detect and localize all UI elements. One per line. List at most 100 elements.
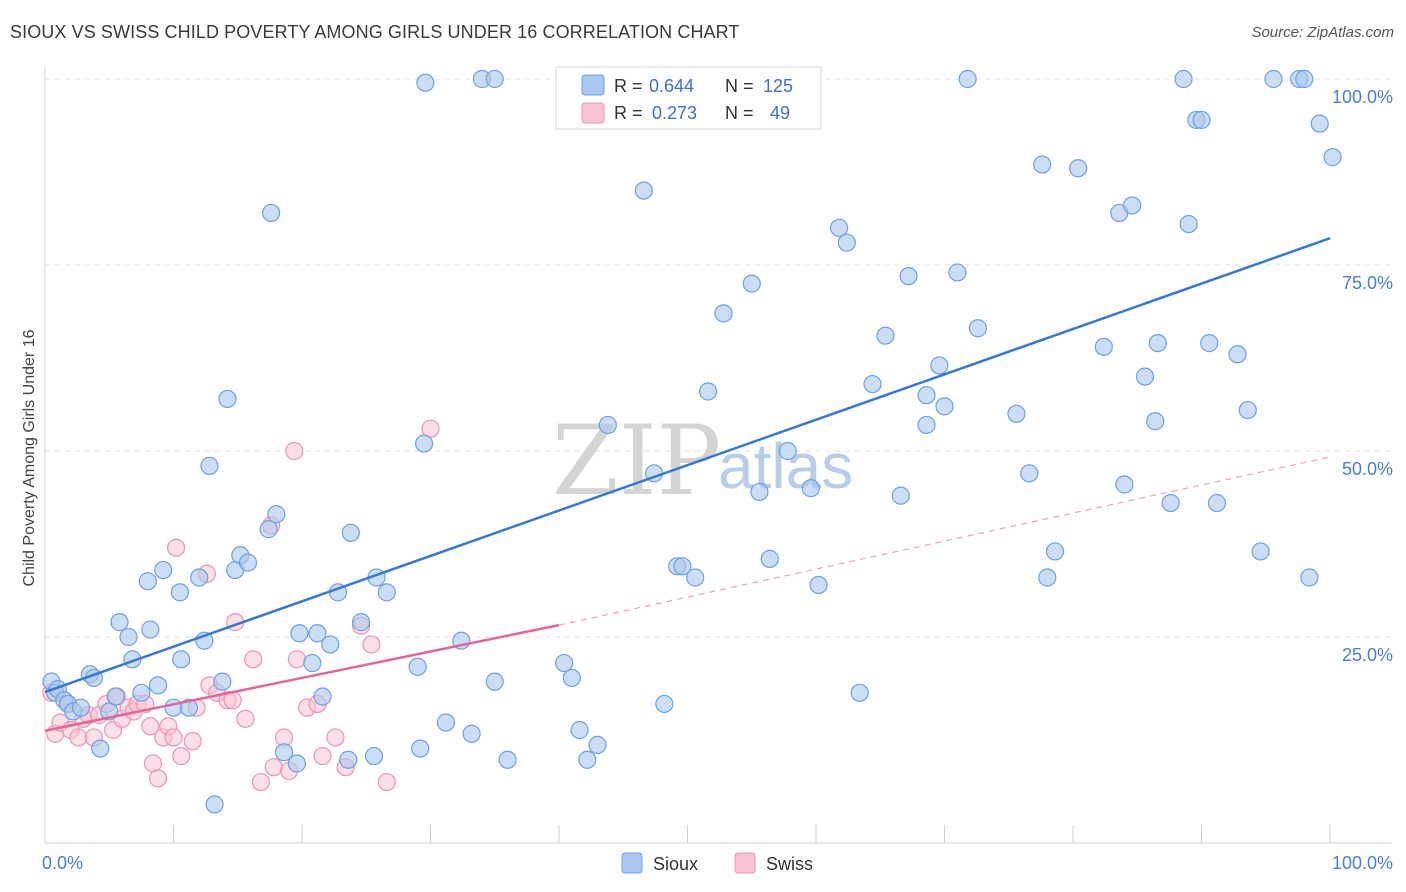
sioux-point-19 bbox=[154, 560, 173, 580]
swiss-point-18 bbox=[141, 717, 160, 736]
bottom-legend-swatch-sioux bbox=[621, 852, 643, 874]
swiss-point-36 bbox=[251, 772, 270, 792]
sioux-point-83 bbox=[830, 218, 849, 237]
sioux-point-44 bbox=[339, 750, 358, 769]
sioux-point-39 bbox=[303, 653, 322, 673]
sioux-point-107 bbox=[1135, 367, 1155, 386]
sioux-point-12 bbox=[110, 613, 129, 632]
sioux-point-68 bbox=[634, 181, 653, 200]
sioux-point-45 bbox=[341, 523, 360, 542]
sioux-point-109 bbox=[1148, 334, 1167, 353]
sioux-point-86 bbox=[863, 374, 882, 394]
sioux-point-73 bbox=[686, 568, 705, 587]
swiss-point-42 bbox=[287, 650, 306, 669]
sioux-point-53 bbox=[416, 73, 435, 92]
legend-n-label-swiss: N = bbox=[725, 103, 754, 123]
sioux-point-34 bbox=[262, 203, 281, 223]
sioux-point-16 bbox=[138, 572, 157, 591]
sioux-point-92 bbox=[930, 356, 949, 375]
sioux-point-54 bbox=[436, 713, 456, 732]
bottom-legend-swatch-swiss bbox=[734, 852, 756, 874]
swiss-point-41 bbox=[285, 441, 304, 461]
sioux-point-79 bbox=[760, 549, 779, 568]
swiss-trend-line bbox=[44, 623, 560, 732]
sioux-point-26 bbox=[200, 456, 219, 475]
swiss-point-46 bbox=[326, 728, 345, 747]
sioux-point-85 bbox=[850, 683, 869, 702]
legend-n-label-sioux: N = bbox=[725, 76, 754, 96]
sioux-point-115 bbox=[1200, 334, 1219, 353]
sioux-point-13 bbox=[119, 627, 138, 647]
legend-r-label-sioux: R = bbox=[614, 76, 643, 96]
sioux-point-72 bbox=[673, 557, 692, 576]
sioux-point-77 bbox=[742, 274, 761, 293]
sioux-trend-line bbox=[44, 237, 1331, 694]
sioux-point-93 bbox=[935, 397, 954, 416]
sioux-point-52 bbox=[414, 434, 434, 453]
sioux-point-33 bbox=[259, 520, 278, 539]
sioux-point-101 bbox=[1045, 542, 1065, 561]
sioux-point-108 bbox=[1146, 412, 1165, 431]
sioux-point-37 bbox=[287, 754, 306, 773]
sioux-point-111 bbox=[1174, 69, 1193, 89]
sioux-point-62 bbox=[562, 668, 581, 688]
sioux-point-15 bbox=[132, 683, 151, 702]
sioux-point-100 bbox=[1038, 568, 1057, 587]
legend-r-value-swiss: 0.273 bbox=[652, 103, 697, 123]
sioux-point-21 bbox=[170, 583, 190, 602]
sioux-point-29 bbox=[218, 389, 237, 409]
sioux-point-82 bbox=[809, 575, 828, 595]
sioux-point-74 bbox=[698, 382, 718, 401]
sioux-point-94 bbox=[948, 263, 967, 282]
sioux-point-67 bbox=[598, 415, 617, 435]
sioux-point-24 bbox=[190, 568, 209, 587]
sioux-point-80 bbox=[778, 441, 797, 461]
sioux-point-125 bbox=[1323, 148, 1342, 167]
swiss-points bbox=[42, 419, 440, 792]
sioux-point-95 bbox=[958, 69, 977, 89]
swiss-point-35 bbox=[244, 650, 263, 669]
watermark-atlas: atlas bbox=[718, 430, 853, 502]
sioux-point-114 bbox=[1192, 110, 1211, 130]
legend-n-value-sioux: 125 bbox=[763, 76, 793, 96]
sioux-point-50 bbox=[408, 657, 427, 676]
bottom-legend-label-swiss: Swiss bbox=[766, 854, 813, 874]
sioux-point-89 bbox=[899, 267, 918, 286]
x-tick-label-1: 100.0% bbox=[1332, 853, 1393, 873]
sioux-point-90 bbox=[917, 386, 936, 405]
legend-n-value-swiss: 49 bbox=[770, 103, 790, 123]
sioux-point-96 bbox=[968, 319, 988, 338]
y-tick-label-3: 100.0% bbox=[1332, 87, 1393, 107]
watermark-zip: ZIP bbox=[552, 405, 721, 517]
swiss-point-5 bbox=[69, 728, 88, 747]
y-tick-labels: 25.0% 50.0% 75.0% 100.0% bbox=[1332, 87, 1393, 665]
sioux-point-60 bbox=[498, 750, 517, 769]
sioux-point-63 bbox=[570, 720, 589, 740]
sioux-point-84 bbox=[837, 233, 856, 252]
sioux-point-103 bbox=[1094, 337, 1113, 356]
sioux-point-122 bbox=[1295, 69, 1314, 89]
sioux-point-116 bbox=[1207, 493, 1227, 513]
sioux-point-56 bbox=[462, 724, 481, 743]
sioux-point-123 bbox=[1300, 568, 1319, 587]
sioux-point-61 bbox=[555, 653, 574, 673]
watermark: ZIP atlas bbox=[552, 405, 853, 517]
sioux-point-28 bbox=[213, 672, 232, 691]
sioux-point-118 bbox=[1238, 400, 1257, 420]
legend: R = 0.644 N = 125 R = 0.273 N = 49 bbox=[555, 66, 822, 130]
sioux-point-40 bbox=[308, 624, 327, 643]
sioux-point-102 bbox=[1069, 159, 1088, 178]
sioux-point-91 bbox=[917, 415, 936, 435]
sioux-point-58 bbox=[485, 69, 504, 89]
y-axis-label: Child Poverty Among Girls Under 16 bbox=[21, 329, 38, 586]
swiss-point-26 bbox=[183, 732, 202, 751]
swiss-point-24 bbox=[166, 538, 186, 557]
sioux-point-38 bbox=[290, 624, 309, 643]
source-label: Source: ZipAtlas.com bbox=[1251, 24, 1394, 41]
sioux-point-42 bbox=[321, 635, 340, 654]
swiss-point-50 bbox=[377, 772, 396, 792]
sioux-point-46 bbox=[352, 613, 371, 632]
x-tick-labels: 0.0% 100.0% bbox=[42, 853, 1393, 873]
sioux-point-32 bbox=[238, 553, 258, 572]
